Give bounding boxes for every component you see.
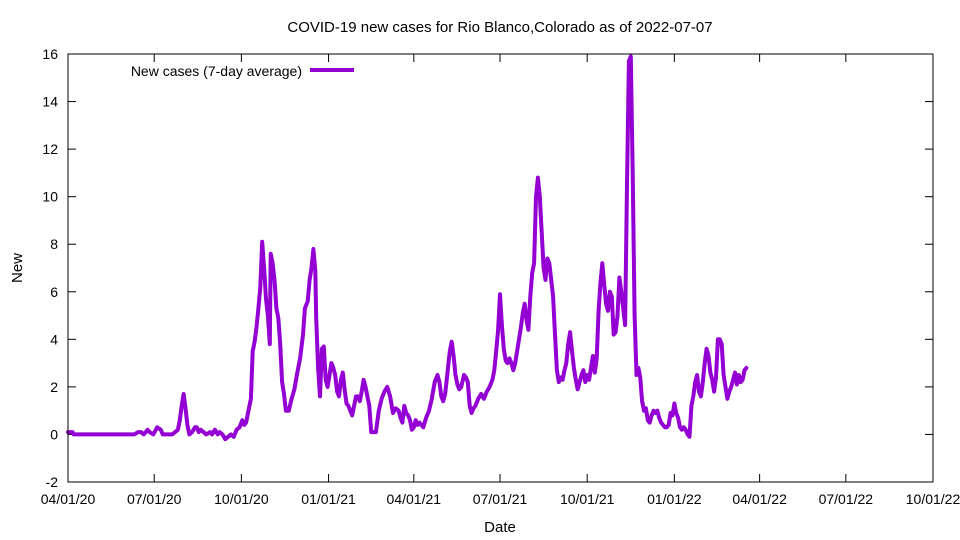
series-line [66, 54, 749, 442]
x-tick-label: 04/01/21 [387, 491, 442, 507]
y-axis-label: New [9, 253, 26, 283]
plot-frame [67, 53, 934, 483]
y-tick-label: 12 [42, 141, 58, 157]
x-tick-label: 10/01/20 [214, 491, 269, 507]
axis-ticks [68, 54, 933, 482]
y-tick-label: -2 [46, 474, 59, 490]
legend-label: New cases (7-day average) [131, 63, 302, 79]
x-tick-label: 04/01/22 [732, 491, 787, 507]
x-tick-label: 01/01/21 [301, 491, 356, 507]
x-tick-label: 04/01/20 [41, 491, 96, 507]
y-tick-labels: -2 0 2 4 6 8 10 12 14 16 [42, 46, 58, 490]
x-tick-label: 01/01/22 [647, 491, 702, 507]
y-tick-label: 6 [50, 284, 58, 300]
x-tick-label: 07/01/22 [819, 491, 874, 507]
series-group [66, 54, 749, 442]
chart-title: COVID-19 new cases for Rio Blanco,Colora… [287, 19, 712, 36]
x-tick-label: 07/01/21 [473, 491, 528, 507]
y-tick-label: 4 [50, 331, 58, 347]
y-tick-label: 0 [50, 426, 58, 442]
x-axis-label: Date [484, 519, 516, 536]
y-tick-label: 10 [42, 189, 58, 205]
y-tick-label: 8 [50, 236, 58, 252]
x-tick-label: 10/01/22 [906, 491, 960, 507]
x-tick-labels: 04/01/20 07/01/20 10/01/20 01/01/21 04/01/21… [41, 491, 960, 507]
x-tick-label: 07/01/20 [127, 491, 182, 507]
legend: New cases (7-day average) [131, 63, 354, 79]
y-tick-label: 2 [50, 379, 58, 395]
y-tick-label: 16 [42, 46, 58, 62]
x-tick-label: 10/01/21 [560, 491, 615, 507]
y-tick-label: 14 [42, 94, 58, 110]
